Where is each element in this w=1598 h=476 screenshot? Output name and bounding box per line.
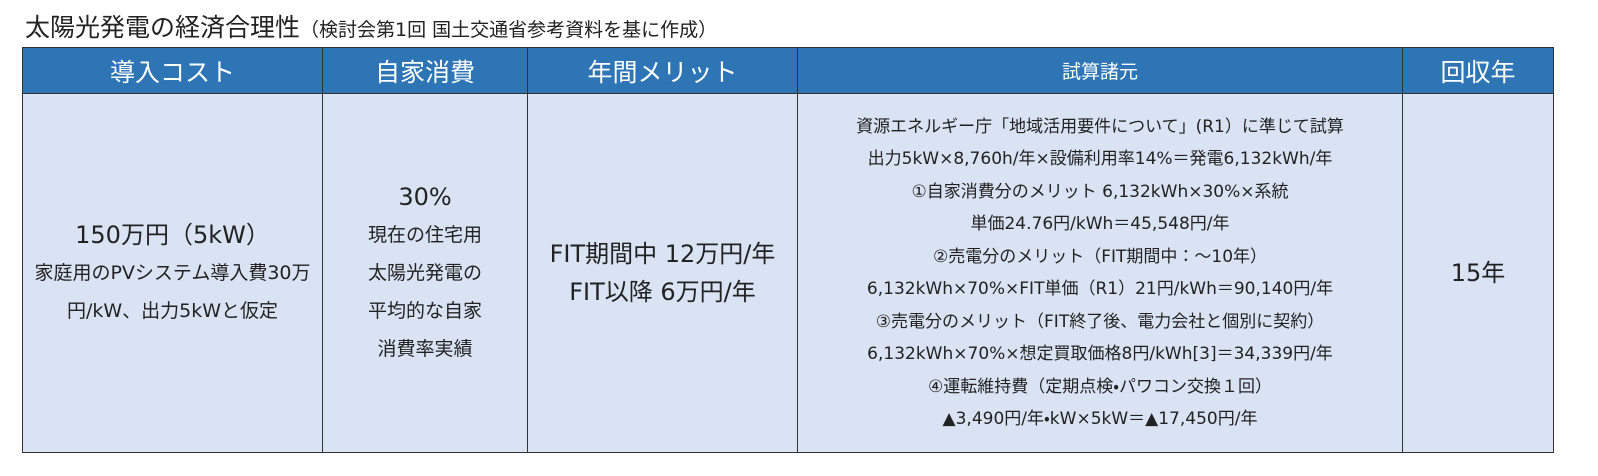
column-header: 試算諸元 (797, 47, 1403, 94)
cell-note: 現在の住宅用太陽光発電の平均的な自家消費率実績 (367, 224, 482, 360)
body-row: 150万円（5kW） 家庭用のPVシステム導入費30万円/kW、出力5kWと仮定… (22, 93, 1554, 453)
calc-line: 6,132kWh×70%×FIT単価（R1）21円/kWh＝90,140円/年 (866, 279, 1334, 299)
cell-main: 30% (398, 183, 452, 211)
cell-main: 150万円（5kW） (75, 221, 270, 249)
calc-line: 資源エネルギー庁「地域活用要件について」(R1）に準じて試算 (856, 116, 1344, 137)
cell-line: FIT以降 6万円/年 (569, 278, 756, 306)
cell-note: 家庭用のPVシステム導入費30万円/kW、出力5kWと仮定 (34, 262, 311, 322)
cell: 150万円（5kW） 家庭用のPVシステム導入費30万円/kW、出力5kWと仮定 (22, 93, 323, 453)
table: 導入コスト 自家消費 年間メリット 試算諸元 回収年 150万円（5kW） 家庭… (22, 47, 1554, 453)
cell-main: 15年 (1450, 259, 1506, 287)
title-block: 太陽光発電の経済合理性（検討会第1回 国土交通省参考資料を基に作成） (25, 8, 717, 44)
cell: 15年 (1402, 93, 1554, 453)
calc-line: ▲3,490円/年・kW×5kW＝▲17,450円/年 (942, 409, 1258, 429)
calc-line: 単価24.76円/kWh＝45,548円/年 (970, 214, 1230, 234)
title: 太陽光発電の経済合理性 (25, 13, 301, 42)
calc-line: 6,132kWh×70%×想定買取価格8円/kWh[3]＝34,339円/年 (867, 344, 1333, 364)
header-row: 導入コスト 自家消費 年間メリット 試算諸元 回収年 (22, 47, 1554, 94)
column-header: 導入コスト (22, 47, 323, 94)
cell: 資源エネルギー庁「地域活用要件について」(R1）に準じて試算 出力5kW×8,76… (797, 93, 1403, 453)
cell-line: FIT期間中 12万円/年 (549, 240, 776, 268)
column-header: 自家消費 (322, 47, 528, 94)
cell: FIT期間中 12万円/年 FIT以降 6万円/年 (527, 93, 798, 453)
calc-line: 出力5kW×8,760h/年×設備利用率14%＝発電6,132kWh/年 (867, 149, 1333, 169)
cell: 30% 現在の住宅用太陽光発電の平均的な自家消費率実績 (322, 93, 528, 453)
subtitle: （検討会第1回 国土交通省参考資料を基に作成） (300, 19, 718, 41)
calc-line: ②売電分のメリット（FIT期間中：～10年） (932, 246, 1268, 267)
calc-line: ④運転維持費（定期点検・パワコン交換１回） (927, 376, 1273, 397)
column-header: 回収年 (1402, 47, 1554, 94)
calc-line: ①自家消費分のメリット 6,132kWh×30%×系統 (911, 181, 1289, 202)
column-header: 年間メリット (527, 47, 798, 94)
calc-line: ③売電分のメリット（FIT終了後、電力会社と個別に契約） (875, 311, 1325, 332)
